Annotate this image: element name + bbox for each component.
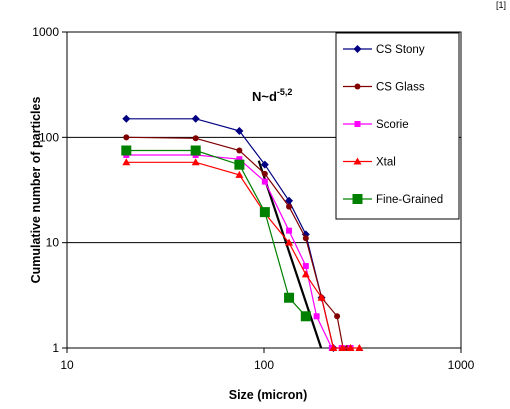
series-group <box>121 114 364 352</box>
point-fine-grained-2 <box>234 159 245 170</box>
y-axis-label: Cumulative number of particles <box>29 97 43 284</box>
y-tick-label-100: 100 <box>39 130 59 144</box>
point-cs-stony-1 <box>191 114 200 123</box>
annotation-base: N~d <box>252 89 277 104</box>
point-xtal-5 <box>301 270 310 278</box>
legend-marker-xtal <box>353 157 362 165</box>
x-tick-label-10: 10 <box>60 358 74 372</box>
y-tick-label-1000: 1000 <box>32 25 59 39</box>
point-fine-grained-0 <box>121 145 132 156</box>
series-fine-grained <box>121 145 311 322</box>
y-tick-label-10: 10 <box>46 236 60 250</box>
y-tick-label-1: 1 <box>52 341 59 355</box>
series-xtal <box>122 158 364 351</box>
point-xtal-10 <box>355 344 364 351</box>
point-fine-grained-5 <box>300 311 311 322</box>
legend-marker-cs-glass <box>354 83 361 90</box>
point-xtal-6 <box>317 293 326 301</box>
x-tick-label-100: 100 <box>254 358 274 372</box>
point-fine-grained-3 <box>259 207 270 218</box>
point-cs-glass-7 <box>334 313 341 320</box>
point-cs-glass-5 <box>302 235 309 242</box>
y-axis-ticks: 1 10 100 1000 <box>32 25 67 355</box>
point-xtal-4 <box>285 238 294 246</box>
point-fine-grained-4 <box>284 292 295 303</box>
point-cs-stony-3 <box>260 160 269 169</box>
point-xtal-0 <box>122 158 131 166</box>
point-scorie-4 <box>286 227 293 234</box>
legend-label-cs-stony: CS Stony <box>376 44 425 56</box>
point-scorie-5 <box>302 263 309 270</box>
point-scorie-3 <box>261 178 268 185</box>
point-cs-stony-2 <box>235 126 244 135</box>
series-cs-glass <box>123 134 351 351</box>
point-cs-stony-4 <box>285 196 294 205</box>
point-cs-glass-3 <box>261 170 268 177</box>
legend-label-xtal: Xtal <box>376 157 396 169</box>
x-tick-label-1000: 1000 <box>448 358 475 372</box>
legend: CS Stony CS Glass Scorie Xtal Fine-Grained <box>335 32 460 220</box>
point-xtal-1 <box>191 158 200 166</box>
legend-label-fine-grained: Fine-Grained <box>376 194 443 206</box>
point-xtal-2 <box>235 170 244 178</box>
legend-marker-fine-grained <box>352 194 363 204</box>
annotation-power-law: N~d-5,2 <box>252 87 292 104</box>
point-xtal-8 <box>338 344 347 351</box>
point-cs-stony-0 <box>122 114 131 123</box>
legend-marker-cs-stony <box>353 45 362 53</box>
point-cs-glass-4 <box>286 203 293 210</box>
corner-label: [1] <box>496 0 506 10</box>
x-axis-label: Size (micron) <box>229 388 308 402</box>
series-line-cs-glass <box>126 136 348 349</box>
x-axis-ticks: 10 100 1000 <box>60 348 475 372</box>
legend-marker-scorie <box>354 121 361 127</box>
point-fine-grained-1 <box>190 145 201 156</box>
point-scorie-2 <box>236 156 243 163</box>
legend-label-scorie: Scorie <box>376 119 409 131</box>
annotation-exponent: -5,2 <box>277 87 293 97</box>
point-cs-glass-2 <box>236 147 243 154</box>
point-scorie-6 <box>313 313 320 320</box>
point-cs-glass-0 <box>123 134 130 141</box>
point-xtal-7 <box>329 344 338 351</box>
point-xtal-9 <box>346 344 355 351</box>
point-cs-glass-1 <box>192 135 199 142</box>
legend-label-cs-glass: CS Glass <box>376 82 425 94</box>
